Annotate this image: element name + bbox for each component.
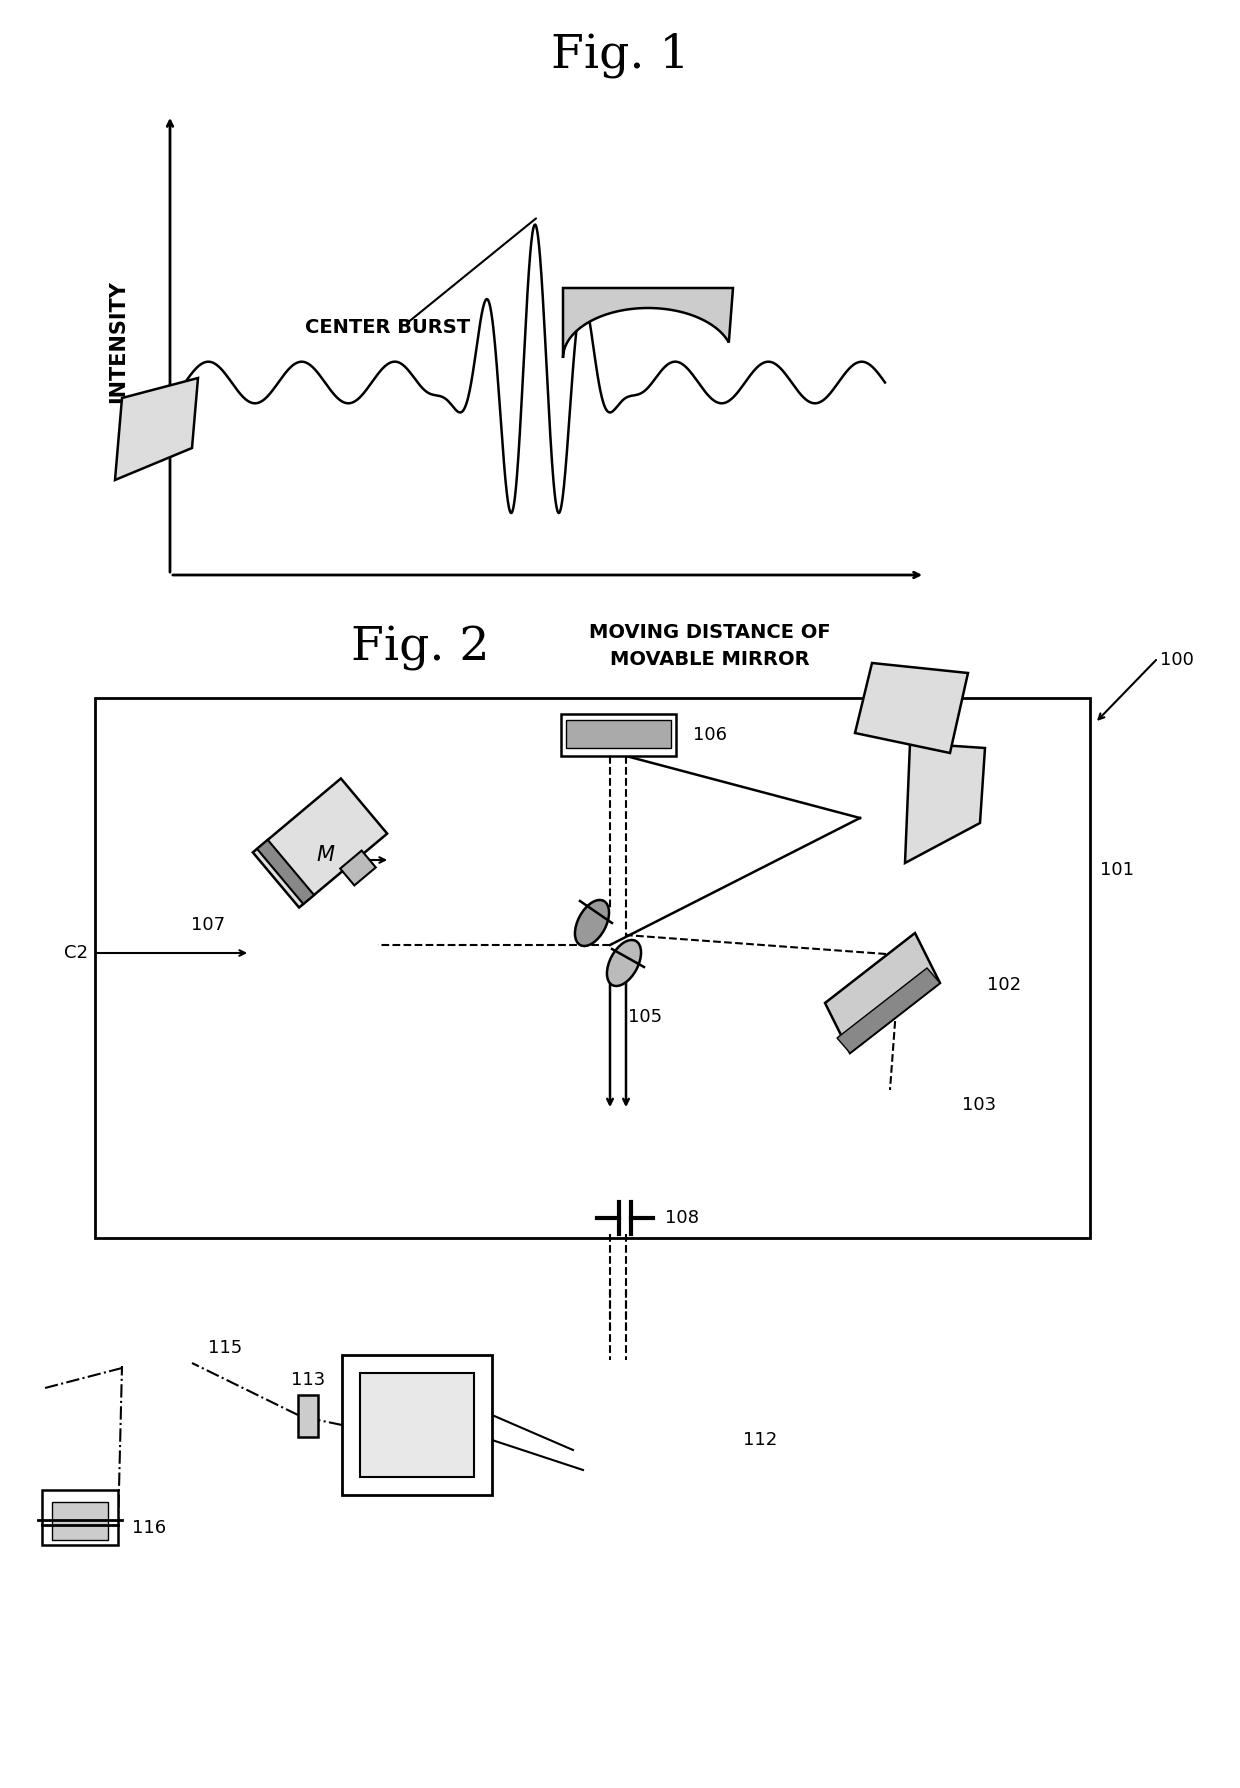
Text: 116: 116 <box>131 1520 166 1538</box>
Text: 105: 105 <box>627 1008 662 1026</box>
Text: 101: 101 <box>1100 862 1135 880</box>
Bar <box>565 721 671 747</box>
Text: 106: 106 <box>693 726 727 744</box>
Text: Fig. 2: Fig. 2 <box>351 626 490 670</box>
Text: 104: 104 <box>942 756 977 774</box>
Text: INTENSITY: INTENSITY <box>108 281 128 404</box>
Polygon shape <box>115 377 198 479</box>
Text: C2: C2 <box>64 944 88 962</box>
Text: CENTER BURST: CENTER BURST <box>305 318 470 338</box>
Text: MOVABLE MIRROR: MOVABLE MIRROR <box>610 651 810 669</box>
Text: 112: 112 <box>743 1430 777 1448</box>
Text: 108: 108 <box>665 1209 699 1227</box>
Bar <box>560 713 676 756</box>
Bar <box>342 1355 492 1495</box>
Polygon shape <box>257 840 314 905</box>
Polygon shape <box>253 778 387 908</box>
Bar <box>298 1395 317 1438</box>
Bar <box>360 1373 474 1477</box>
Text: 103: 103 <box>962 1096 996 1114</box>
Text: MOVING DISTANCE OF: MOVING DISTANCE OF <box>589 622 831 642</box>
Ellipse shape <box>575 899 609 946</box>
Bar <box>52 1502 108 1539</box>
Polygon shape <box>563 288 733 358</box>
Polygon shape <box>825 933 940 1053</box>
Text: M: M <box>316 846 334 865</box>
Ellipse shape <box>606 940 641 985</box>
Text: 102: 102 <box>987 976 1021 994</box>
Text: 107: 107 <box>191 915 224 933</box>
Text: Fig. 1: Fig. 1 <box>551 32 689 77</box>
Text: 100: 100 <box>1159 651 1194 669</box>
Polygon shape <box>837 967 940 1053</box>
Polygon shape <box>856 663 968 753</box>
Bar <box>95 697 1090 1237</box>
Polygon shape <box>340 851 376 885</box>
Text: 115: 115 <box>208 1339 242 1357</box>
Bar <box>42 1489 118 1545</box>
Text: 114: 114 <box>399 1416 434 1434</box>
Text: 113: 113 <box>291 1371 325 1389</box>
Polygon shape <box>905 744 985 864</box>
